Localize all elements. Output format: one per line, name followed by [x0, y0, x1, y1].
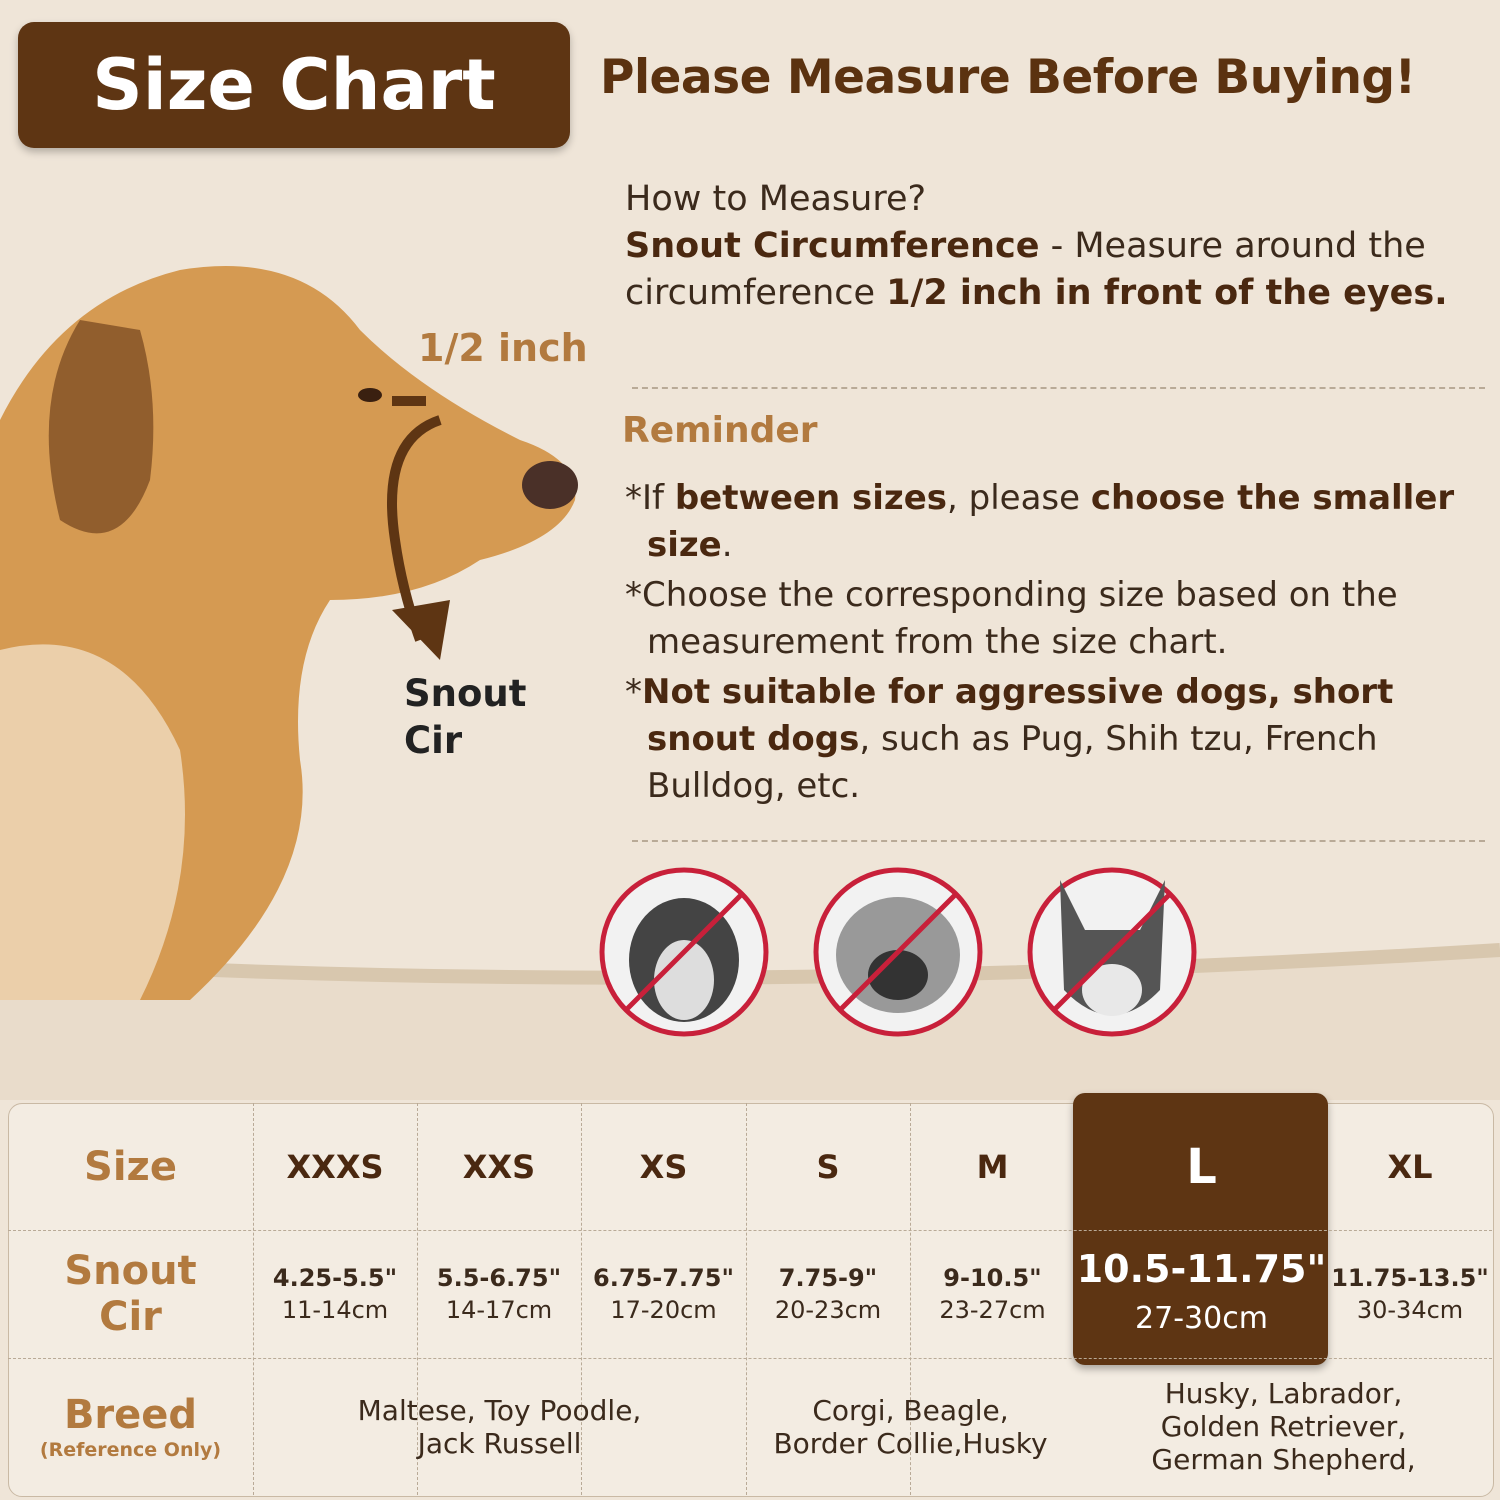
- text-segment: *Choose the corresponding size based on …: [625, 575, 1398, 662]
- snout-inch: 4.25-5.5": [272, 1264, 398, 1292]
- text-segment: *If: [625, 478, 675, 518]
- divider: [632, 840, 1485, 842]
- reminder-title: Reminder: [622, 410, 818, 451]
- text-segment: - Measure around the circumference: [625, 226, 1426, 313]
- breed-cell: Maltese, Toy Poodle, Jack Russell: [253, 1358, 746, 1495]
- row-label: Cir: [99, 1294, 162, 1340]
- row-divider: [8, 1230, 1492, 1231]
- size-name: XL: [1387, 1147, 1433, 1186]
- text-segment: Not suitable for aggressive dogs, short …: [642, 672, 1394, 759]
- breed-cell: Corgi, Beagle, Border Collie,Husky: [746, 1358, 1075, 1495]
- reminder-item: *Not suitable for aggressive dogs, short…: [625, 669, 1490, 810]
- breed-line: Maltese, Toy Poodle,: [357, 1393, 642, 1427]
- bottom-label-line: Snout: [404, 672, 527, 715]
- size-name: L: [1186, 1138, 1217, 1195]
- text-segment: *: [625, 672, 642, 712]
- row-divider: [8, 1358, 1492, 1359]
- bottom-label-line: Cir: [404, 719, 463, 762]
- reminder-item: *If between sizes, please choose the sma…: [625, 475, 1490, 569]
- snout-cm: 20-23cm: [774, 1296, 882, 1324]
- row-note: (Reference Only): [39, 1438, 222, 1461]
- breed-line: Jack Russell: [417, 1426, 582, 1460]
- top-label: 1/2 inch: [418, 326, 588, 370]
- size-cell: M: [910, 1103, 1075, 1230]
- reminder-item: *Choose the corresponding size based on …: [625, 572, 1490, 666]
- snout-inch: 11.75-13.5": [1331, 1264, 1489, 1292]
- label-cell: Breed (Reference Only): [8, 1358, 253, 1495]
- size-cell: XXXS: [253, 1103, 417, 1230]
- snout-cm: 30-34cm: [1356, 1296, 1464, 1324]
- size-cell: XS: [581, 1103, 746, 1230]
- dog: [0, 266, 578, 1000]
- breed-line: Husky, Labrador,: [1164, 1377, 1403, 1410]
- breed-line: Golden Retriever,: [1160, 1410, 1407, 1443]
- size-cell: XL: [1328, 1103, 1492, 1230]
- snout-cm: 27-30cm: [1135, 1301, 1268, 1336]
- text-segment: choose the smaller size: [647, 478, 1455, 565]
- snout-cell: 9-10.5" 23-27cm: [910, 1230, 1075, 1358]
- divider: [632, 387, 1485, 389]
- snout-inch: 7.75-9": [778, 1264, 878, 1292]
- snout-cell: 4.25-5.5" 11-14cm: [253, 1230, 417, 1358]
- label-cell: Size: [8, 1103, 253, 1230]
- text-segment: 1/2 inch in front of the eyes.: [886, 273, 1448, 313]
- bottom-label: Snout Cir: [404, 670, 526, 764]
- column-divider: [910, 1103, 911, 1495]
- column-divider: [253, 1103, 254, 1495]
- size-name: XXXS: [286, 1147, 384, 1186]
- not-suitable-icons: [599, 867, 1197, 1037]
- measure-arrow: [387, 396, 450, 660]
- snout-cell: 6.75-7.75" 17-20cm: [581, 1230, 746, 1358]
- column-divider: [581, 1103, 582, 1495]
- highlight: [1073, 1093, 1328, 1365]
- reminder-list: *If between sizes, please choose the sma…: [625, 475, 1490, 813]
- snout-inch: 10.5-11.75": [1076, 1247, 1327, 1291]
- badge: Size Chart: [18, 22, 570, 148]
- label-cell: Snout Cir: [8, 1230, 253, 1358]
- breed-line: Corgi, Beagle,: [812, 1393, 1009, 1427]
- how-to-body: Snout Circumference - Measure around the…: [625, 223, 1485, 317]
- row-label: Snout: [64, 1248, 197, 1294]
- snout-cm: 14-17cm: [445, 1296, 553, 1324]
- text-segment: .: [721, 525, 733, 565]
- how-to-question: How to Measure?: [625, 179, 927, 219]
- snout-cell: 7.75-9" 20-23cm: [746, 1230, 910, 1358]
- breed-line: German Shepherd,: [1151, 1443, 1416, 1476]
- column-divider: [417, 1103, 418, 1495]
- text-segment: , please: [947, 478, 1091, 518]
- size-name: M: [976, 1147, 1009, 1186]
- text-segment: , such as Pug, Shih tzu, French Bulldog,…: [647, 719, 1378, 806]
- snout-cm: 11-14cm: [281, 1296, 389, 1324]
- size-name: XXS: [462, 1147, 536, 1186]
- illustration: [0, 266, 1500, 1100]
- snout-cell: 5.5-6.75" 14-17cm: [417, 1230, 581, 1358]
- column-divider: [746, 1103, 747, 1495]
- size-name: XS: [639, 1147, 688, 1186]
- size-cell: XXS: [417, 1103, 581, 1230]
- breed-cell: Husky, Labrador, Golden Retriever, German …: [1075, 1358, 1492, 1495]
- size-cell: L: [1075, 1103, 1328, 1230]
- snout-inch: 6.75-7.75": [593, 1264, 734, 1292]
- snout-cm: 17-20cm: [610, 1296, 717, 1324]
- text-segment: Snout Circumference: [625, 226, 1040, 266]
- breed-line: Border Collie,Husky: [773, 1426, 1048, 1460]
- size-cell: S: [746, 1103, 910, 1230]
- row-label: Size: [84, 1143, 177, 1190]
- snout-cell: 10.5-11.75" 27-30cm: [1075, 1230, 1328, 1358]
- headline: Please Measure Before Buying!: [600, 50, 1416, 105]
- snout-cell: 11.75-13.5" 30-34cm: [1328, 1230, 1492, 1358]
- snout-inch: 5.5-6.75": [436, 1264, 562, 1292]
- row-label: Breed: [63, 1391, 198, 1438]
- how-to: How to Measure? Snout Circumference - Me…: [625, 176, 1485, 317]
- size-name: S: [816, 1147, 840, 1186]
- snout-cm: 23-27cm: [939, 1296, 1046, 1324]
- snout-inch: 9-10.5": [943, 1264, 1042, 1292]
- text-segment: between sizes: [674, 478, 948, 518]
